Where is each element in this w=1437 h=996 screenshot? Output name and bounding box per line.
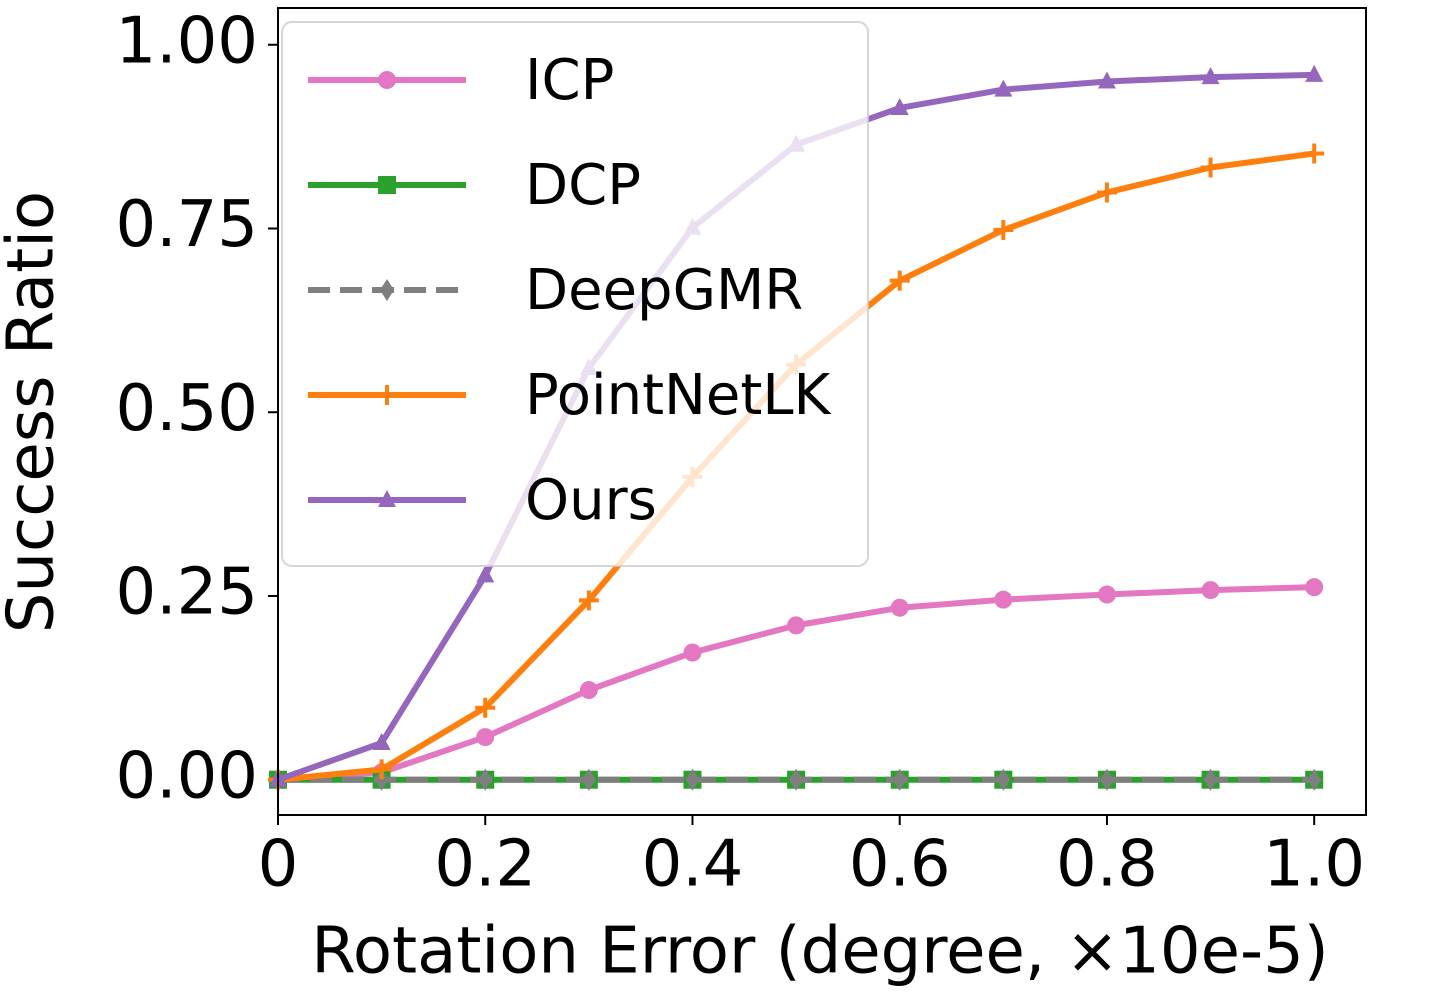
y-tick-label: 0.00 [116,739,259,813]
marker [476,728,495,747]
x-tick-label: 0 [258,828,299,902]
legend-marker [378,71,396,89]
marker [787,616,806,635]
marker [994,79,1013,97]
y-tick-label: 0.50 [116,372,259,446]
marker [1305,64,1324,82]
legend-marker [378,490,396,507]
marker [476,565,495,583]
legend: ICP DCP DeepGMR PointNetLK Ours [281,21,869,567]
marker [889,270,910,291]
marker [685,768,700,791]
legend-marker [380,279,394,301]
marker [1200,157,1221,178]
legend-box [281,21,869,567]
marker [890,97,909,115]
marker [996,768,1011,791]
marker [890,598,909,617]
marker [372,732,391,750]
marker [578,590,599,611]
legend-marker [378,176,396,194]
marker [1096,182,1117,203]
marker [475,697,496,718]
marker [1203,768,1218,791]
marker [371,759,392,780]
marker [581,768,596,791]
y-axis-label: Success Ratio [0,191,69,633]
legend-label: Ours [525,468,657,533]
x-tick-label: 0.8 [1056,828,1158,902]
y-tick-label: 1.00 [116,4,259,78]
legend-label: DCP [525,153,641,218]
marker [579,681,598,700]
x-tick-label: 0.4 [642,828,744,902]
marker [683,643,702,662]
marker [1097,585,1116,604]
legend-label: DeepGMR [525,258,803,323]
marker [374,768,389,791]
marker [892,768,907,791]
marker [1201,67,1220,85]
marker [789,768,804,791]
legend-marker [377,385,397,405]
marker [1305,578,1324,597]
marker [993,219,1014,240]
marker [1307,768,1322,791]
marker [478,768,493,791]
plot-frame [277,7,1367,816]
marker [994,590,1013,609]
marker [1097,71,1116,89]
series-line [277,584,1315,783]
marker [1099,768,1114,791]
x-tick-label: 0.6 [849,828,951,902]
x-tick-label: 0.2 [434,828,536,902]
legend-label: ICP [525,48,614,113]
x-tick-label: 1.0 [1263,828,1365,902]
marker [1201,581,1220,600]
legend-label: PointNetLK [525,363,832,428]
y-tick-label: 0.75 [116,188,259,262]
y-tick-label: 0.25 [116,556,259,630]
marker [1304,143,1325,164]
x-axis-label: Rotation Error (degree, ×10e-5) [311,915,1329,989]
